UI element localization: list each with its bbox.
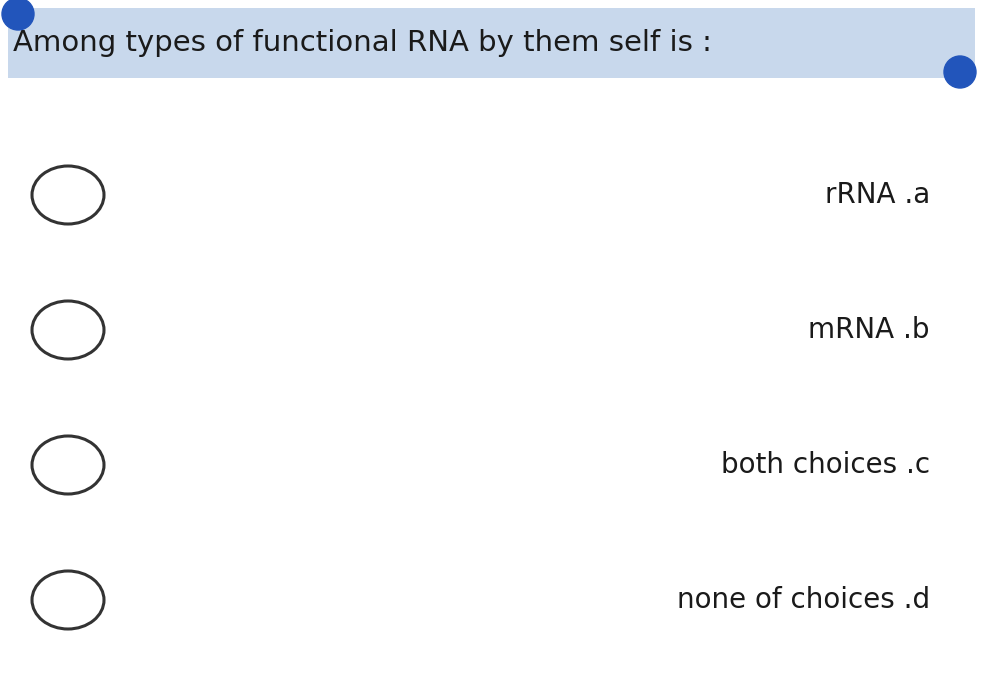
Ellipse shape [32, 301, 104, 359]
Circle shape [944, 56, 976, 88]
Text: none of choices .d: none of choices .d [677, 586, 930, 614]
Circle shape [2, 0, 34, 30]
Ellipse shape [32, 166, 104, 224]
Text: rRNA .a: rRNA .a [825, 181, 930, 209]
Text: mRNA .b: mRNA .b [809, 316, 930, 344]
Ellipse shape [32, 571, 104, 629]
Ellipse shape [32, 436, 104, 494]
Text: Among types of functional RNA by them self is :: Among types of functional RNA by them se… [13, 29, 712, 57]
Text: both choices .c: both choices .c [720, 451, 930, 479]
Bar [8, 8, 975, 78]
